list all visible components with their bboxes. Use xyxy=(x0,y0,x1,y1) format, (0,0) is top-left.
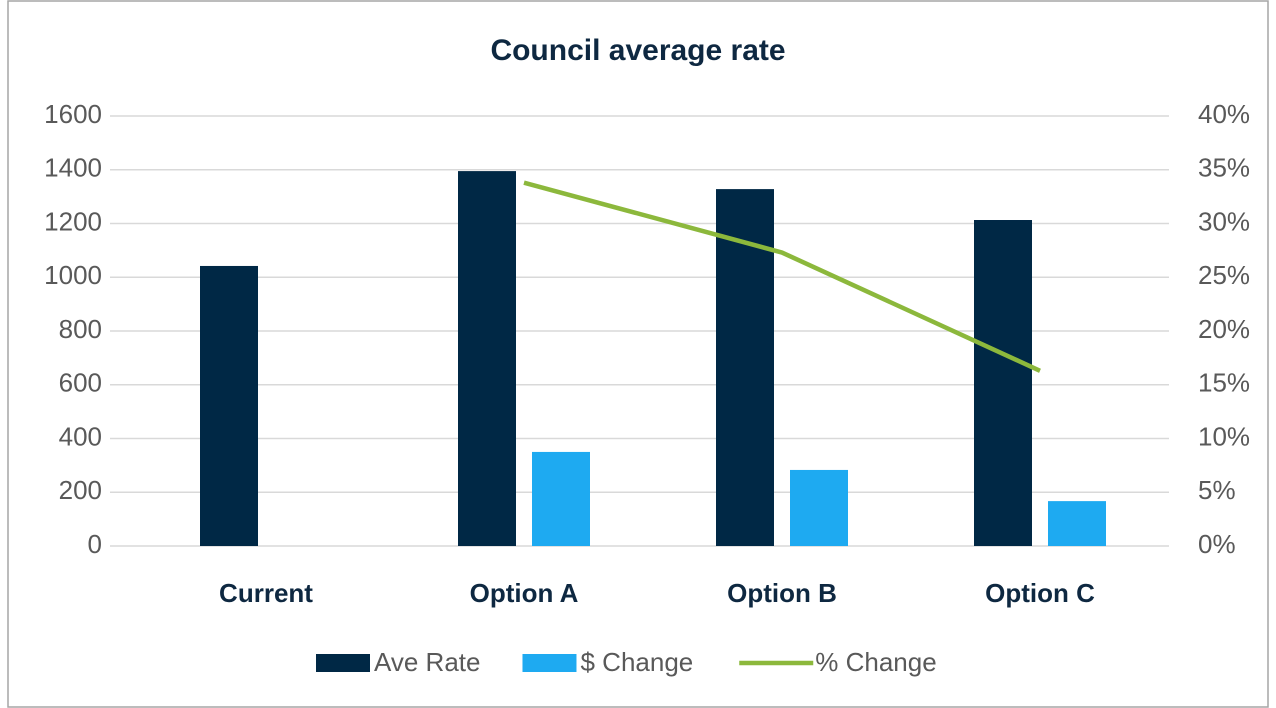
y-tick-label: 600 xyxy=(59,368,102,398)
bar xyxy=(200,265,258,546)
x-tick-label: Current xyxy=(219,578,313,608)
bar xyxy=(532,451,590,546)
bar xyxy=(974,220,1032,546)
chart-title: Council average rate xyxy=(490,34,785,67)
bar xyxy=(790,469,848,546)
legend-label: Ave Rate xyxy=(374,647,480,677)
y-tick-label: 1600 xyxy=(44,99,102,129)
bar xyxy=(458,171,516,546)
x-tick-label: Option B xyxy=(727,578,837,608)
legend-swatch xyxy=(316,654,370,672)
y2-tick-label: 20% xyxy=(1198,314,1250,344)
y2-tick-label: 15% xyxy=(1198,368,1250,398)
legend-label: $ Change xyxy=(580,647,693,677)
y-tick-label: 800 xyxy=(59,314,102,344)
y-tick-label: 0 xyxy=(88,529,102,559)
y-tick-label: 200 xyxy=(59,475,102,505)
y2-tick-label: 25% xyxy=(1198,260,1250,290)
y-tick-label: 1200 xyxy=(44,206,102,236)
y2-tick-label: 0% xyxy=(1198,529,1236,559)
x-tick-label: Option A xyxy=(470,578,579,608)
y2-tick-label: 30% xyxy=(1198,206,1250,236)
legend-swatch xyxy=(522,654,577,672)
legend-label: % Change xyxy=(815,647,936,677)
y-tick-label: 1000 xyxy=(44,260,102,290)
y2-tick-label: 35% xyxy=(1198,153,1250,183)
x-tick-label: Option C xyxy=(985,578,1095,608)
y2-tick-label: 40% xyxy=(1198,99,1250,129)
line xyxy=(523,180,1041,373)
bar xyxy=(1048,501,1106,546)
y-tick-label: 1400 xyxy=(44,153,102,183)
y2-tick-label: 10% xyxy=(1198,421,1250,451)
y-tick-label: 400 xyxy=(59,421,102,451)
y2-tick-label: 5% xyxy=(1198,475,1236,505)
